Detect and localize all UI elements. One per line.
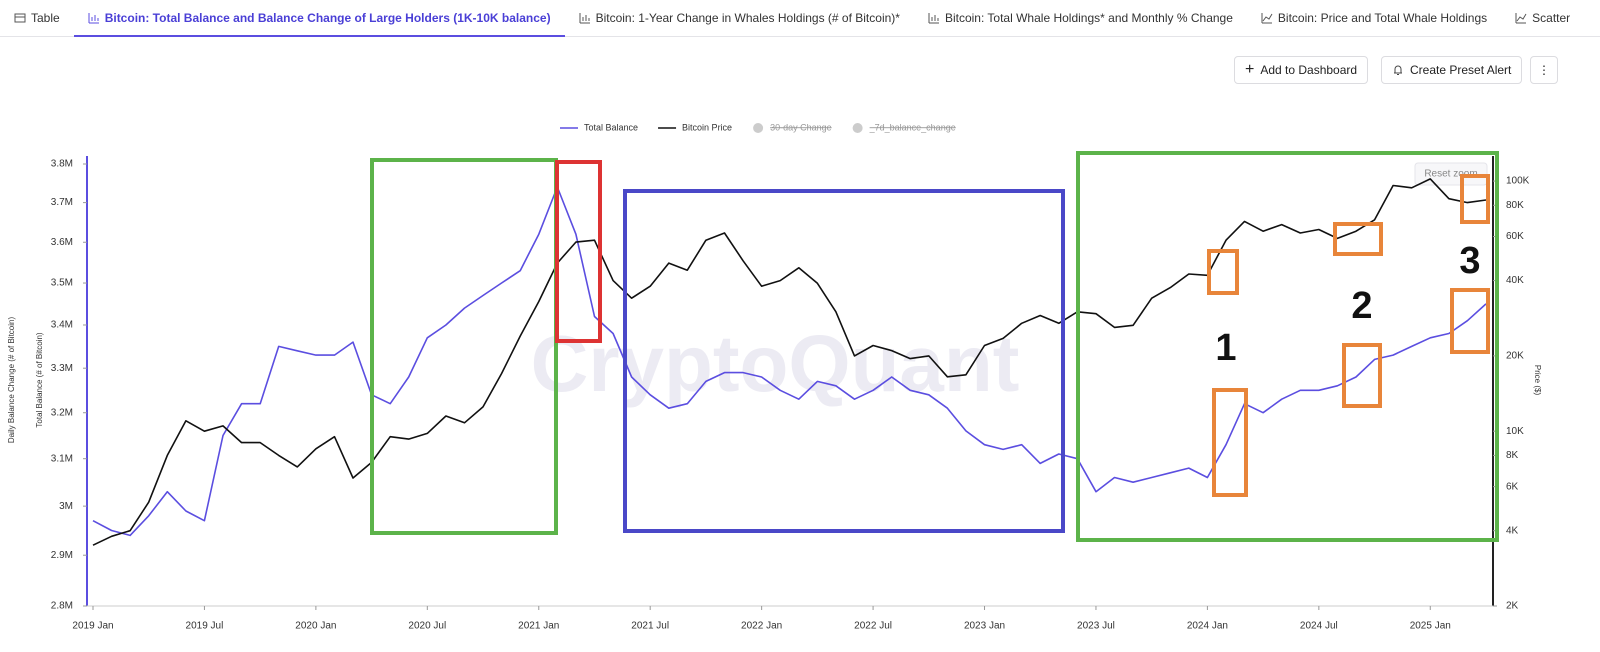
x-tick-label: 2020 Jul [408, 621, 446, 632]
highlight-box [370, 158, 558, 535]
highlight-box [1460, 174, 1490, 224]
icon [14, 13, 26, 22]
y-tick-label: 3.4M [51, 320, 73, 331]
y-axis-title: Daily Balance Change (# of Bitcoin) [7, 317, 16, 444]
y-axis-title: Total Balance (# of Bitcoin) [35, 332, 44, 427]
y-tick-label: 3.6M [51, 237, 73, 248]
tab-bar: Table Bitcoin: Total Balance and Balance… [0, 0, 1600, 37]
y-tick-label: 3.1M [51, 453, 73, 464]
highlight-box [623, 189, 1065, 533]
tab-label: Bitcoin: Total Whale Holdings* and Month… [944, 10, 1233, 25]
chart: CryptoQuant Reset zoom Daily Balance Cha… [7, 122, 1542, 632]
annotation: 3 [1459, 240, 1480, 282]
legend-label: 30-day Change [770, 122, 832, 132]
highlight-box [1076, 151, 1499, 542]
reset-zoom-label: Reset zoom [1424, 169, 1477, 180]
tab-label: Bitcoin: Price and Total Whale Holdings [1277, 10, 1488, 25]
annotation: 2 [1351, 285, 1372, 327]
highlight-box [1450, 288, 1490, 354]
tab[interactable]: Bitcoin: 1-Year Change in Whales Holding… [565, 0, 914, 35]
icon [1394, 65, 1402, 75]
x-tick-label: 2021 Jan [518, 621, 559, 632]
preset-alert-button[interactable]: Create Preset Alert [1381, 56, 1523, 84]
y-tick-label: 2.8M [51, 601, 73, 612]
legend-label: _7d_balance_change [869, 122, 956, 132]
y-tick-label: 3.5M [51, 278, 73, 289]
icon [1261, 12, 1273, 23]
y2-tick-label: 6K [1506, 481, 1519, 492]
y-tick-label: 3.7M [51, 197, 73, 208]
x-tick-label: 2024 Jan [1187, 621, 1228, 632]
y2-tick-label: 4K [1506, 525, 1519, 536]
x-tick-label: 2020 Jan [295, 621, 336, 632]
series-line [92, 186, 1487, 537]
tab[interactable]: Bitcoin: Price and Total Whale Holdings [1247, 0, 1501, 35]
tab-label: Table [31, 10, 60, 25]
y2-tick-label: 40K [1506, 275, 1524, 286]
tab-label: Scatter [1532, 10, 1571, 25]
highlight-box [555, 160, 602, 343]
icon [1515, 12, 1527, 23]
y2-tick-label: 8K [1506, 450, 1519, 461]
x-tick-label: 2024 Jul [1300, 621, 1338, 632]
x-tick-label: 2023 Jul [1077, 621, 1115, 632]
icon [579, 12, 590, 23]
legend-label: Bitcoin Price [682, 122, 732, 132]
icon [88, 12, 99, 23]
x-tick-label: 2022 Jan [741, 621, 782, 632]
icon [928, 12, 939, 23]
tab[interactable]: Scatter [1501, 0, 1584, 35]
y-tick-label: 3M [59, 501, 73, 512]
y2-tick-label: 60K [1506, 231, 1524, 242]
add-dashboard-button[interactable]: + Add to Dashboard [1234, 56, 1369, 84]
overlay [370, 151, 1499, 542]
tab[interactable]: Table [0, 0, 74, 35]
y-tick-label: 2.9M [51, 550, 73, 561]
highlight-box [1207, 249, 1239, 295]
tab[interactable]: Bitcoin: Total Whale Holdings* and Month… [914, 0, 1247, 35]
highlight-box [1333, 222, 1383, 256]
legend-swatch [852, 123, 863, 133]
icon: + [1245, 61, 1255, 78]
x-tick-label: 2022 Jul [854, 621, 892, 632]
y2-axis-title: Price ($) [1533, 365, 1542, 396]
highlight-box [1212, 388, 1248, 497]
y2-tick-label: 100K [1506, 176, 1530, 187]
tab[interactable]: Bitcoin: Total Balance and Balance Chang… [73, 0, 565, 37]
x-tick-label: 2025 Jan [1410, 621, 1451, 632]
y-tick-label: 3.2M [51, 407, 73, 418]
series-line [92, 178, 1487, 546]
annotation: 1 [1215, 327, 1236, 369]
y-tick-label: 3.3M [51, 363, 73, 374]
button-label: Add to Dashboard [1260, 63, 1358, 77]
x-tick-label: 2023 Jan [964, 621, 1005, 632]
tab-label: Bitcoin: 1-Year Change in Whales Holding… [595, 10, 900, 25]
x-tick-label: 2019 Jul [186, 621, 224, 632]
legend-label: Total Balance [584, 122, 638, 132]
x-tick-label: 2019 Jan [72, 621, 113, 632]
y2-tick-label: 20K [1506, 351, 1524, 362]
highlight-box [1342, 343, 1382, 408]
y2-tick-label: 80K [1506, 200, 1524, 211]
x-tick-label: 2021 Jul [631, 621, 669, 632]
watermark: CryptoQuant [531, 319, 1020, 408]
button-label: Create Preset Alert [1410, 63, 1512, 77]
y-tick-label: 3.8M [51, 159, 73, 170]
y2-tick-label: 2K [1506, 601, 1519, 612]
icon: ⋮ [1538, 63, 1550, 77]
legend-swatch [753, 123, 764, 133]
more-button[interactable]: ⋮ [1530, 56, 1558, 84]
tab-label: Bitcoin: Total Balance and Balance Chang… [104, 10, 551, 25]
y2-tick-label: 10K [1506, 426, 1524, 437]
